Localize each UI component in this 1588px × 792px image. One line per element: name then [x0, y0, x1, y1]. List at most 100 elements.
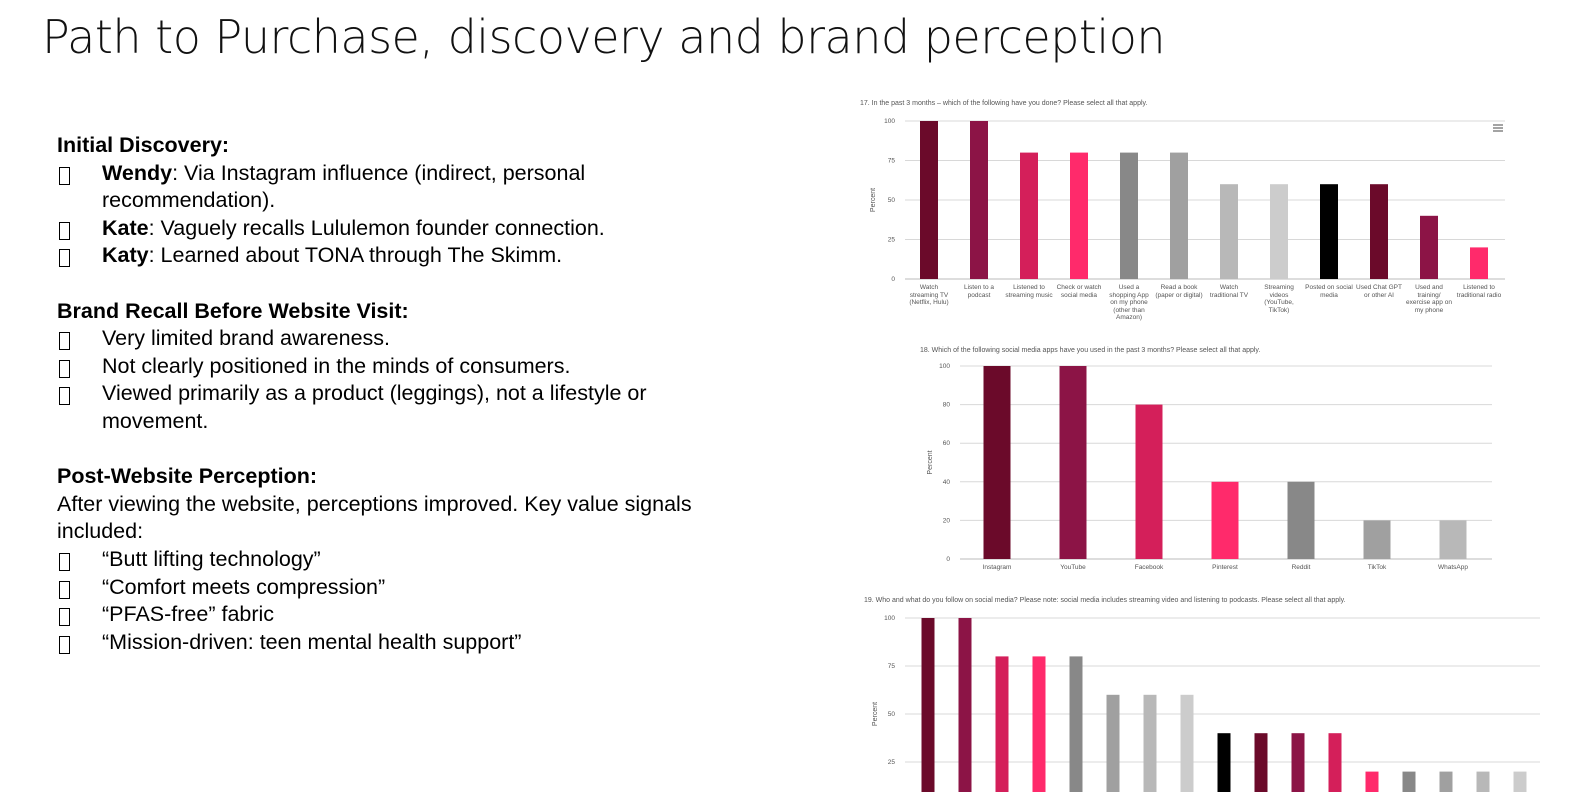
- x-tick-label: Facebook: [1134, 564, 1164, 571]
- bullet-text: Not clearly positioned in the minds of c…: [102, 353, 571, 378]
- x-tick-label: Used and training/ exercise app on my ph…: [1406, 284, 1452, 314]
- x-tick-label-box: Streaming videos (YouTube, TikTok): [1264, 284, 1294, 314]
- x-tick-label: Used a shopping App on my phone (other t…: [1109, 284, 1149, 321]
- bar: [1135, 404, 1163, 559]
- x-tick-label: YouTube: [1060, 564, 1086, 571]
- bullet-item: Viewed primarily as a product (leggings)…: [57, 380, 737, 435]
- y-axis-label: Percent: [870, 188, 877, 212]
- bar: [1220, 184, 1238, 279]
- bar: [1320, 184, 1338, 279]
- bullet-item: Very limited brand awareness.: [57, 325, 737, 353]
- bar: [1370, 184, 1388, 279]
- x-tick-label-box: Reddit: [1291, 564, 1311, 571]
- slide-title: Path to Purchase, discovery and brand pe…: [42, 10, 1166, 64]
- bullet-item: “Comfort meets compression”: [57, 574, 737, 602]
- x-tick-label: Check or watch social media: [1056, 284, 1102, 299]
- chart-title: 18. Which of the following social media …: [920, 347, 1260, 354]
- y-axis-label: Percent: [872, 702, 879, 726]
- x-tick-label-box: WhatsApp: [1438, 564, 1468, 571]
- y-tick-label: 75: [888, 663, 896, 670]
- x-tick-label: Read a book (paper or digital): [1155, 284, 1203, 299]
- x-tick-label-box: Pinterest: [1212, 564, 1238, 571]
- x-tick-label: TikTok: [1367, 564, 1387, 571]
- x-tick-label: Watch traditional TV: [1209, 284, 1249, 299]
- y-tick-label: 100: [884, 118, 895, 125]
- y-tick-label: 50: [888, 711, 896, 718]
- bar: [1470, 247, 1488, 279]
- text-panel: Initial Discovery: Wendy: Via Instagram i…: [57, 132, 737, 684]
- x-tick-label: Reddit: [1291, 564, 1311, 571]
- y-tick-label: 60: [943, 440, 951, 447]
- bar: [1020, 152, 1038, 279]
- x-tick-label: Pinterest: [1212, 564, 1238, 571]
- bar: [1439, 520, 1467, 559]
- section: Post-Website Perception: After viewing th…: [57, 463, 737, 656]
- bar: [1254, 733, 1268, 792]
- bar: [1217, 733, 1231, 792]
- x-tick-label-box: Listened to traditional radio: [1456, 284, 1502, 299]
- x-tick-label-box: YouTube: [1060, 564, 1086, 571]
- bullet-item: Katy: Learned about TONA through The Ski…: [57, 242, 737, 270]
- section: Brand Recall Before Website Visit: Very l…: [57, 298, 737, 436]
- bullet-item: Not clearly positioned in the minds of c…: [57, 353, 737, 381]
- bar: [921, 618, 935, 792]
- y-tick-label: 25: [888, 237, 896, 244]
- chart-title: 17. In the past 3 months – which of the …: [860, 100, 1147, 107]
- x-tick-label-box: Facebook: [1134, 564, 1164, 571]
- bullet-text: “PFAS-free” fabric: [102, 602, 275, 627]
- bar: [1291, 733, 1305, 792]
- bullet-text: “Butt lifting technology”: [102, 546, 321, 571]
- section-heading: Initial Discovery:: [57, 133, 230, 157]
- x-tick-label: Instagram: [982, 564, 1012, 571]
- menu-icon[interactable]: [1493, 124, 1503, 132]
- x-tick-label-box: Listen to a podcast: [964, 284, 994, 299]
- y-tick-label: 40: [943, 479, 951, 486]
- paragraph: After viewing the website, perceptions i…: [57, 491, 692, 544]
- x-tick-label: Listened to traditional radio: [1456, 284, 1502, 299]
- bar: [970, 121, 988, 279]
- bar: [1070, 152, 1088, 279]
- bar: [1106, 694, 1120, 792]
- bar: [995, 656, 1009, 792]
- bar: [1420, 215, 1438, 279]
- section-heading: Brand Recall Before Website Visit:: [57, 298, 409, 323]
- bar: [1439, 771, 1453, 792]
- bullet-name: Katy: [102, 243, 149, 268]
- y-tick-label: 0: [891, 276, 895, 283]
- bullet-item: “PFAS-free” fabric: [57, 601, 737, 629]
- bar: [1328, 733, 1342, 792]
- x-tick-label: Streaming videos (YouTube, TikTok): [1264, 284, 1294, 314]
- x-tick-label: Watch streaming TV (Netflix, Hulu): [909, 284, 949, 306]
- bullet-item: “Butt lifting technology”: [57, 546, 737, 574]
- bar: [1120, 152, 1138, 279]
- x-tick-label-box: Posted on social media: [1305, 284, 1353, 299]
- bullet-text: : Via Instagram influence (indirect, per…: [102, 160, 586, 213]
- bar: [1170, 152, 1188, 279]
- y-tick-label: 100: [939, 363, 950, 370]
- bullet-text: : Learned about TONA through The Skimm.: [148, 243, 563, 268]
- bullet-text: : Vaguely recalls Lululemon founder conn…: [148, 215, 605, 240]
- x-tick-label-box: Check or watch social media: [1056, 284, 1102, 299]
- bar: [958, 618, 972, 792]
- x-tick-label-box: Used and training/ exercise app on my ph…: [1406, 284, 1452, 314]
- x-tick-label-box: Used Chat GPT or other AI: [1356, 284, 1402, 299]
- bar: [920, 121, 938, 279]
- chart-title: 19. Who and what do you follow on social…: [864, 597, 1346, 604]
- bar: [1032, 656, 1046, 792]
- section: Initial Discovery: Wendy: Via Instagram i…: [57, 132, 737, 270]
- x-tick-label-box: Watch streaming TV (Netflix, Hulu): [909, 284, 949, 306]
- bar: [1143, 694, 1157, 792]
- x-tick-label-box: Instagram: [982, 564, 1012, 571]
- bar: [1069, 656, 1083, 792]
- bullet-item: Kate: Vaguely recalls Lululemon founder …: [57, 215, 737, 243]
- bullet-name: Kate: [102, 215, 149, 240]
- x-tick-label-box: Watch traditional TV: [1209, 284, 1249, 299]
- bullet-item: Wendy: Via Instagram influence (indirect…: [57, 160, 737, 215]
- bar: [1211, 481, 1239, 559]
- y-tick-label: 50: [888, 197, 896, 204]
- bullet-text: “Comfort meets compression”: [102, 574, 386, 599]
- bar: [1363, 520, 1391, 559]
- bar: [1270, 184, 1288, 279]
